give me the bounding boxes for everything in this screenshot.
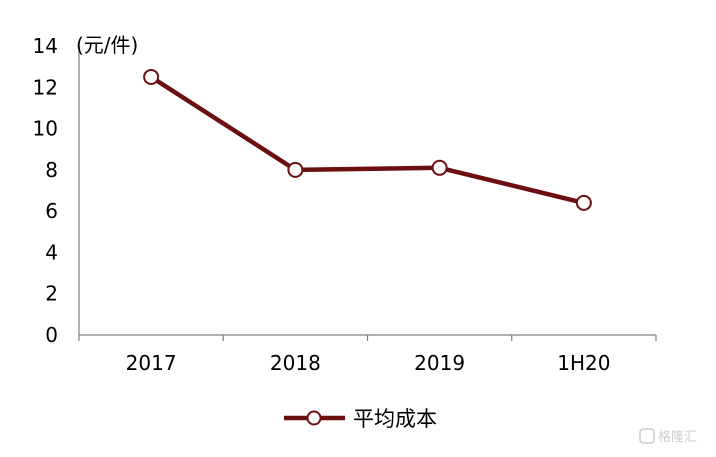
x-ticks: 2017 2018 2019 1H20 — [78, 335, 657, 375]
legend: 平均成本 — [284, 407, 437, 431]
y-tick-label: 10 — [33, 117, 58, 141]
legend-marker — [306, 410, 322, 426]
y-tick-label: 4 — [45, 240, 58, 264]
x-tick-label: 2017 — [126, 351, 177, 375]
watermark-text: 格隆汇 — [658, 429, 697, 445]
y-tick-label: 8 — [45, 158, 58, 182]
series-layer — [143, 68, 592, 211]
y-tick-label: 0 — [45, 323, 58, 347]
legend-label: 平均成本 — [353, 407, 437, 431]
y-tick-label: 14 — [33, 34, 58, 58]
data-point — [575, 194, 592, 211]
y-tick-label: 2 — [45, 282, 58, 306]
x-tick-label: 1H20 — [557, 351, 610, 375]
data-point — [431, 159, 448, 176]
x-tick-label: 2019 — [414, 351, 465, 375]
x-tick-label: 2018 — [270, 351, 321, 375]
data-point — [287, 161, 304, 178]
data-point — [143, 68, 160, 85]
y-unit-label: (元/件) — [76, 33, 138, 57]
y-tick-label: 6 — [45, 199, 58, 223]
watermark-logo-icon — [639, 428, 655, 444]
series-line — [148, 74, 587, 206]
y-tick-label: 12 — [33, 75, 58, 99]
y-ticks: 0 2 4 6 8 10 12 14 — [33, 34, 58, 347]
watermark: 格隆汇 — [639, 428, 697, 445]
